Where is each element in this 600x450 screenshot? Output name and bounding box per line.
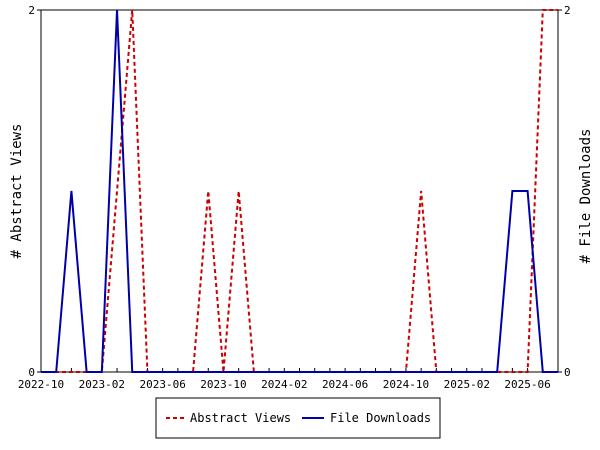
x-tick-label-2025-06: 2025-06 — [504, 378, 550, 391]
plot-area — [40, 9, 559, 373]
x-tick-label-2024-06: 2024-06 — [322, 378, 368, 391]
legend: Abstract Views File Downloads — [155, 397, 441, 439]
x-tick-label-2024-02: 2024-02 — [261, 378, 307, 391]
y-axis-right-title: # File Downloads — [578, 129, 594, 264]
legend-box — [155, 397, 441, 439]
legend-label-file-downloads: File Downloads — [330, 411, 431, 425]
y-axis-left-title: # Abstract Views — [9, 124, 25, 259]
y-left-tick-label-2: 2 — [28, 4, 35, 17]
x-tick-label-2023-10: 2023-10 — [200, 378, 246, 391]
y-right-tick-label-0: 0 — [564, 366, 571, 379]
legend-label-abstract-views: Abstract Views — [190, 411, 291, 425]
x-tick-label-2023-06: 2023-06 — [139, 378, 185, 391]
x-tick-label-2025-02: 2025-02 — [444, 378, 490, 391]
x-tick-label-2023-02: 2023-02 — [79, 378, 125, 391]
x-tick-label-2024-10: 2024-10 — [383, 378, 429, 391]
y-right-tick-label-2: 2 — [564, 4, 571, 17]
x-tick-label-2022-10: 2022-10 — [18, 378, 64, 391]
series-lines — [41, 9, 558, 373]
x-axis-tick-labels: 2022-10 2023-02 2023-06 2023-10 2024-02 2024-… — [18, 378, 551, 391]
series-line-file-downloads — [41, 9, 558, 373]
y-left-tick-label-0: 0 — [28, 366, 35, 379]
y-axis-ticks: 0 2 0 2 — [28, 4, 570, 379]
